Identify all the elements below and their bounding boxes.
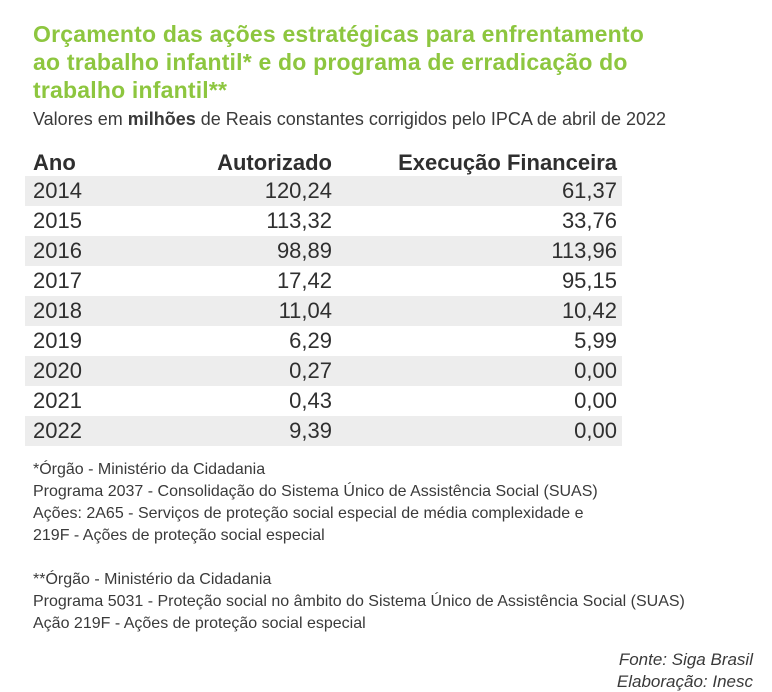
table-row: 2021 0,43 0,00 [25,386,622,416]
cell-ano: 2022 [33,418,82,443]
footnote-line: Programa 2037 - Consolidação do Sistema … [33,483,598,500]
cell-ano: 2019 [33,328,82,353]
subtitle: Valores em milhões de Reais constantes c… [33,108,742,130]
page-title: Orçamento das ações estratégicas para en… [33,20,742,104]
footnote-line: *Órgão - Ministério da Cidadania [33,461,266,478]
cell-ano: 2016 [33,238,82,263]
footnote-block-2: **Órgão - Ministério da Cidadania Progra… [33,569,752,635]
subtitle-prefix: Valores em [33,109,128,129]
title-line-2: ao trabalho infantil* e do programa de e… [33,49,628,75]
cell-autorizado: 9,39 [289,418,332,443]
footnote-line: Ação 219F - Ações de proteção social esp… [33,615,366,632]
title-line-3: trabalho infantil** [33,77,228,103]
table-row: 2016 98,89 113,96 [25,236,622,266]
table-body: 2014 120,24 61,37 2015 113,32 33,76 2016… [25,176,622,446]
cell-ano: 2015 [33,208,82,233]
cell-execucao: 95,15 [561,268,617,293]
footnote-line: 219F - Ações de proteção social especial [33,527,325,544]
cell-autorizado: 0,43 [289,388,332,413]
table-row: 2015 113,32 33,76 [25,206,622,236]
cell-execucao: 61,37 [561,178,617,203]
table-row: 2014 120,24 61,37 [25,176,622,206]
cell-autorizado: 11,04 [278,298,332,323]
title-line-1: Orçamento das ações estratégicas para en… [33,21,644,47]
cell-autorizado: 98,89 [276,238,332,263]
cell-execucao: 33,76 [561,208,617,233]
cell-autorizado: 17,42 [276,268,332,293]
table-row: 2019 6,29 5,99 [25,326,622,356]
cell-ano: 2020 [33,358,82,383]
source-elaboracao: Elaboração: Inesc [616,672,753,691]
column-header-autorizado: Autorizado [217,149,332,175]
subtitle-suffix: de Reais constantes corrigidos pelo IPCA… [195,109,667,129]
footnote-block-1: *Órgão - Ministério da Cidadania Program… [33,459,752,547]
cell-autorizado: 6,29 [289,328,332,353]
footnote-line: Programa 5031 - Proteção social no âmbit… [33,593,685,610]
cell-autorizado: 0,27 [289,358,332,383]
cell-execucao: 0,00 [574,388,617,413]
table-row: 2018 11,04 10,42 [25,296,622,326]
table-row: 2020 0,27 0,00 [25,356,622,386]
column-header-ano: Ano [33,149,76,175]
cell-execucao: 0,00 [574,358,617,383]
cell-autorizado: 120,24 [264,178,332,203]
cell-ano: 2021 [33,388,82,413]
source-credits: Fonte: Siga Brasil Elaboração: Inesc [0,649,753,692]
subtitle-bold-milhoes: milhões [127,109,196,129]
cell-execucao: 5,99 [574,328,617,353]
column-header-execucao: Execução Financeira [398,149,617,175]
cell-execucao: 113,96 [551,238,617,263]
cell-ano: 2014 [33,178,82,203]
cell-ano: 2017 [33,268,82,293]
cell-autorizado: 113,32 [266,208,332,233]
cell-execucao: 10,42 [561,298,617,323]
budget-table: Ano Autorizado Execução Financeira 2014 … [25,149,622,446]
header-row: Ano Autorizado Execução Financeira [25,149,622,176]
footnotes: *Órgão - Ministério da Cidadania Program… [33,459,752,635]
cell-ano: 2018 [33,298,82,323]
source-fonte: Fonte: Siga Brasil [618,650,753,669]
table-row: 2017 17,42 95,15 [25,266,622,296]
cell-execucao: 0,00 [574,418,617,443]
table-row: 2022 9,39 0,00 [25,416,622,446]
footnote-line: Ações: 2A65 - Serviços de proteção socia… [33,505,584,522]
table-header: Ano Autorizado Execução Financeira [25,149,622,176]
footnote-line: **Órgão - Ministério da Cidadania [33,571,272,588]
